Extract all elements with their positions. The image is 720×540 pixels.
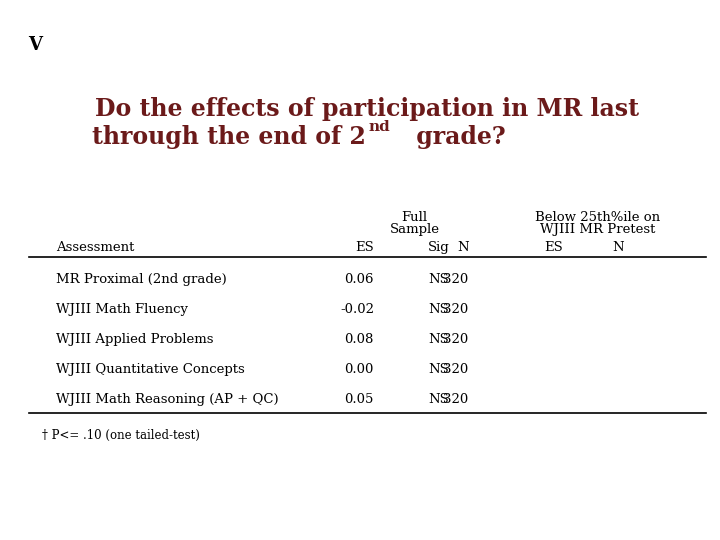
Text: WJIII MR Pretest: WJIII MR Pretest [539,224,655,237]
Text: 320: 320 [444,303,469,316]
Text: 320: 320 [444,393,469,406]
Text: through the end of 2: through the end of 2 [92,125,366,148]
Text: ES: ES [545,241,564,254]
Text: Assessment: Assessment [56,241,134,254]
Text: College of Education &: College of Education & [575,34,685,44]
Text: 0.08: 0.08 [345,333,374,346]
Text: WJIII Math Reasoning (AP + QC): WJIII Math Reasoning (AP + QC) [56,393,279,406]
Text: NS: NS [428,363,449,376]
Text: 0.00: 0.00 [345,363,374,376]
Text: MR Proximal (2nd grade): MR Proximal (2nd grade) [56,273,227,286]
Text: N: N [457,241,469,254]
Text: Do the effects of participation in MR last: Do the effects of participation in MR la… [95,97,639,121]
Text: nd: nd [369,120,390,134]
Text: -0.02: -0.02 [340,303,374,316]
Text: WJIII Quantitative Concepts: WJIII Quantitative Concepts [56,363,245,376]
Text: NS: NS [428,303,449,316]
Text: Below 25th%ile on: Below 25th%ile on [535,211,660,224]
Text: 0.06: 0.06 [344,273,374,286]
Text: V: V [28,36,42,54]
Text: N: N [613,241,624,254]
Text: Sig: Sig [428,241,450,254]
Text: NS: NS [428,333,449,346]
Text: NS: NS [428,393,449,406]
Text: Human Development: Human Development [578,53,682,63]
Text: 320: 320 [444,273,469,286]
Text: NS: NS [428,273,449,286]
Text: 0.05: 0.05 [345,393,374,406]
Text: Full: Full [402,211,428,224]
Text: † P<= .10 (one tailed-test): † P<= .10 (one tailed-test) [42,429,200,442]
Text: WJIII Math Fluency: WJIII Math Fluency [56,303,188,316]
Text: 320: 320 [444,333,469,346]
Text: grade?: grade? [408,125,505,148]
Text: Sample: Sample [390,224,440,237]
Text: ES: ES [355,241,374,254]
Text: WJIII Applied Problems: WJIII Applied Problems [56,333,213,346]
Text: PEABODY COLLEGE: PEABODY COLLEGE [85,54,166,63]
Text: VANDERBILT: VANDERBILT [85,34,157,44]
Text: 320: 320 [444,363,469,376]
